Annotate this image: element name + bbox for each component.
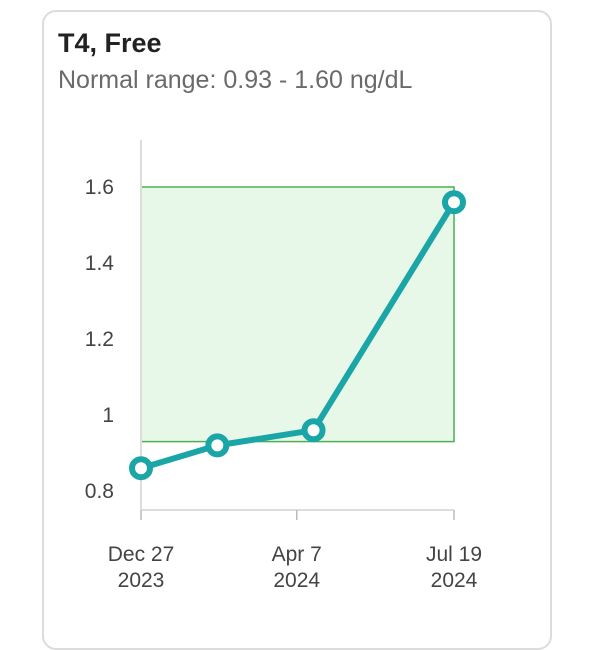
data-point[interactable]: [301, 418, 326, 443]
x-tick-label: Apr 7: [272, 543, 322, 566]
line-chart: 0.8 1 1.2 1.4 1.6 Dec 27 2023 Apr 7 2024 Jul 19 2…: [85, 140, 482, 592]
x-tick-label: 2023: [118, 569, 165, 592]
x-tick-label: 2024: [431, 569, 478, 592]
chart-subtitle: Normal range: 0.93 - 1.60 ng/dL: [58, 66, 413, 94]
y-tick-label: 1.6: [85, 176, 114, 199]
y-tick-label: 1: [102, 404, 114, 427]
series-line: [138, 199, 457, 472]
data-point[interactable]: [129, 456, 153, 481]
y-axis-ticks: 0.8 1 1.2 1.4 1.6: [85, 176, 115, 503]
x-tick-label: Jul 19: [426, 543, 482, 566]
y-tick-label: 0.8: [85, 480, 114, 503]
x-tick-label: Dec 27: [108, 543, 175, 566]
x-tick-label: 2024: [273, 569, 320, 592]
normal-range-band: [140, 186, 455, 443]
y-tick-label: 1.4: [85, 252, 115, 275]
data-points: [129, 190, 466, 481]
data-point[interactable]: [205, 433, 230, 458]
data-point[interactable]: [442, 190, 466, 215]
x-axis-ticks: Dec 27 2023 Apr 7 2024 Jul 19 2024: [108, 510, 482, 592]
chart-title: T4, Free: [58, 28, 162, 58]
y-tick-label: 1.2: [85, 328, 114, 351]
